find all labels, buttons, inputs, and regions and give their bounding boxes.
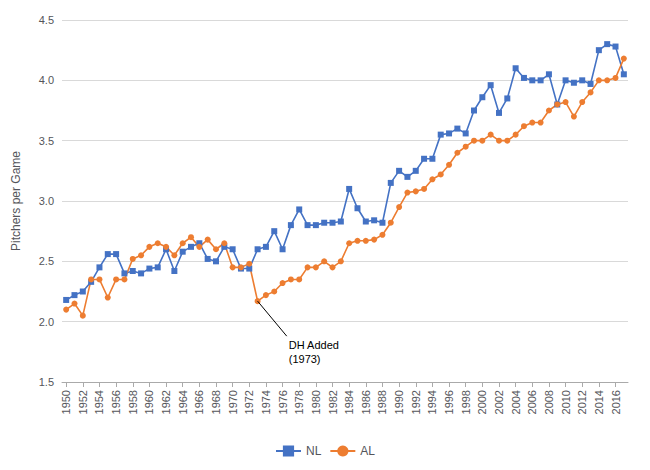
- svg-text:2000: 2000: [476, 390, 488, 414]
- svg-text:1966: 1966: [193, 390, 205, 414]
- svg-text:1998: 1998: [460, 390, 472, 414]
- svg-text:1974: 1974: [260, 390, 272, 414]
- svg-text:2004: 2004: [510, 390, 522, 414]
- svg-text:1984: 1984: [343, 390, 355, 414]
- svg-text:1958: 1958: [127, 390, 139, 414]
- svg-text:1950: 1950: [60, 390, 72, 414]
- svg-text:1982: 1982: [327, 390, 339, 414]
- svg-text:2010: 2010: [560, 390, 572, 414]
- svg-text:3.0: 3.0: [39, 195, 54, 207]
- svg-text:1972: 1972: [243, 390, 255, 414]
- svg-text:2002: 2002: [493, 390, 505, 414]
- svg-text:1994: 1994: [426, 390, 438, 414]
- svg-text:1960: 1960: [143, 390, 155, 414]
- svg-text:1976: 1976: [277, 390, 289, 414]
- svg-text:2016: 2016: [610, 390, 622, 414]
- svg-text:1980: 1980: [310, 390, 322, 414]
- svg-text:DH Added: DH Added: [289, 339, 339, 351]
- svg-text:2012: 2012: [576, 390, 588, 414]
- svg-text:(1973): (1973): [289, 353, 321, 365]
- svg-text:2.0: 2.0: [39, 316, 54, 328]
- svg-text:2006: 2006: [526, 390, 538, 414]
- svg-text:1962: 1962: [160, 390, 172, 414]
- svg-text:3.5: 3.5: [39, 135, 54, 147]
- svg-text:1990: 1990: [393, 390, 405, 414]
- svg-text:1978: 1978: [293, 390, 305, 414]
- svg-text:2008: 2008: [543, 390, 555, 414]
- svg-text:AL: AL: [360, 444, 375, 458]
- svg-text:Pitchers per Game: Pitchers per Game: [9, 151, 23, 251]
- svg-text:2.5: 2.5: [39, 255, 54, 267]
- svg-text:1954: 1954: [93, 390, 105, 414]
- svg-text:1988: 1988: [376, 390, 388, 414]
- svg-text:4.5: 4.5: [39, 14, 54, 26]
- svg-text:2014: 2014: [593, 390, 605, 414]
- svg-text:1986: 1986: [360, 390, 372, 414]
- svg-text:NL: NL: [306, 444, 322, 458]
- svg-text:1992: 1992: [410, 390, 422, 414]
- svg-text:1996: 1996: [443, 390, 455, 414]
- svg-text:4.0: 4.0: [39, 74, 54, 86]
- svg-text:1970: 1970: [227, 390, 239, 414]
- svg-text:1952: 1952: [77, 390, 89, 414]
- svg-text:1964: 1964: [177, 390, 189, 414]
- svg-text:1968: 1968: [210, 390, 222, 414]
- svg-text:1.5: 1.5: [39, 376, 54, 388]
- svg-text:1956: 1956: [110, 390, 122, 414]
